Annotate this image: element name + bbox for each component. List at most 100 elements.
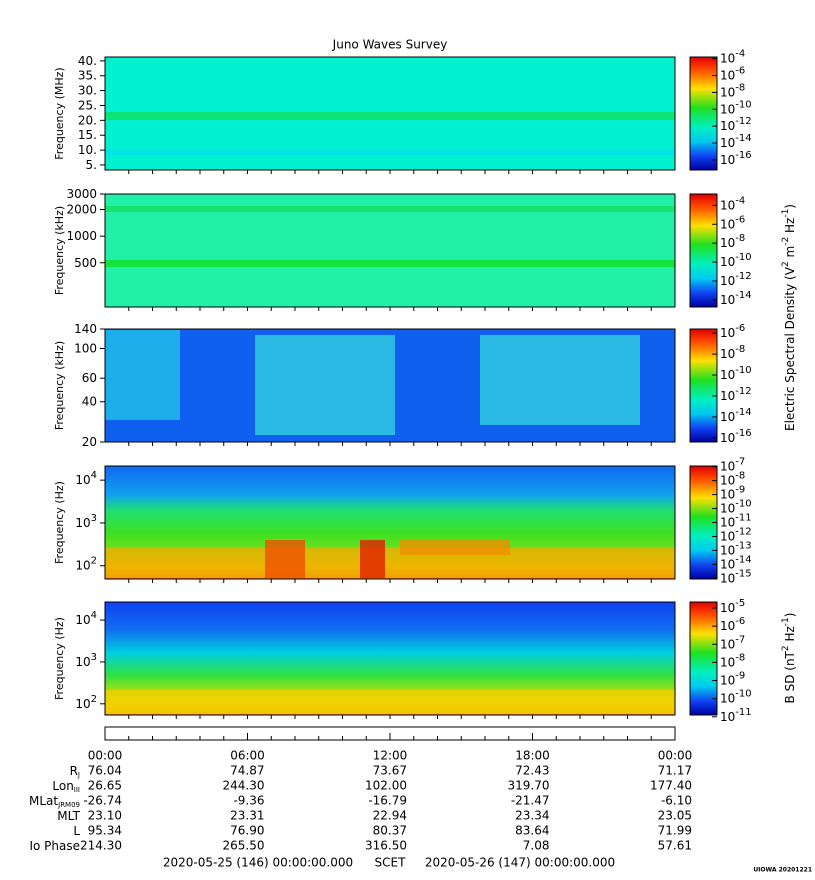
colorbar-tick-label: 10-14 (720, 290, 752, 307)
y-tick-label: 500 (74, 255, 97, 269)
y-axis-label: Frequency (MHz) (53, 67, 66, 159)
spectrogram-feature (255, 335, 395, 435)
time-tick-label: 00:00 (658, 749, 693, 763)
ephemeris-value: 74.87 (230, 764, 264, 778)
colorbar-tick-label: 10-7 (720, 457, 745, 474)
y-axis-label: Frequency (kHz) (53, 341, 66, 430)
colorbar-tick-label: 10-12 (720, 526, 752, 543)
ephemeris-value: 265.50 (223, 839, 265, 853)
y-tick-label: 40. (78, 53, 97, 67)
colorbar-tick-label: 10-8 (720, 82, 745, 99)
ephemeris-value: 244.30 (223, 779, 265, 793)
colorbar-tick-label: 10-8 (720, 233, 745, 250)
ephemeris-value: 316.50 (365, 839, 407, 853)
y-tick-label: 104 (75, 470, 97, 487)
colorbar-tick-label: 10-10 (720, 99, 752, 116)
colorbar-tick-label: 10-13 (720, 540, 752, 557)
title-part: ) (783, 204, 797, 209)
y-tick-label: 103 (75, 652, 97, 669)
ephemeris-value: -26.74 (83, 794, 122, 808)
row-label: RJ (70, 764, 80, 780)
y-tick-label: 30. (78, 83, 97, 97)
colorbar-tick-label: 10-14 (720, 407, 752, 424)
colorbar-tick-label: 10-10 (720, 499, 752, 516)
colorbar-title: B SD (nT2 Hz-1) (781, 613, 797, 704)
ephemeris-value: -21.47 (511, 794, 550, 808)
colorbar-tick-label: 10-6 (720, 616, 745, 633)
spectrogram-feature (105, 548, 675, 578)
title-part: -1 (781, 617, 791, 626)
colorbar (689, 56, 718, 171)
time-tick-label: 06:00 (230, 749, 265, 763)
colorbar-tick-label: 10-14 (720, 554, 752, 571)
title-part: 2 (781, 261, 791, 267)
ephemeris-value: 73.67 (373, 764, 407, 778)
stamp: UIOWA 20201221 (753, 867, 812, 874)
spectrogram-feature (105, 330, 180, 420)
row-label: LonIII (52, 779, 80, 795)
colorbar-tick-label: 10-15 (720, 568, 752, 585)
title-part: -2 (781, 237, 791, 246)
colorbar-tick-label: 10-10 (720, 365, 752, 382)
ephemeris-value: 22.94 (373, 809, 407, 823)
time-tick-label: 18:00 (515, 749, 550, 763)
title-part: Electric Spectral Density (V (783, 266, 797, 431)
ephemeris-value: 102.00 (365, 779, 407, 793)
title-part: Hz (783, 218, 797, 237)
row-label: L (73, 824, 80, 838)
colorbar (689, 193, 718, 308)
colorbar-tick-label: 10-9 (720, 671, 745, 688)
colorbar-tick-label: 10-7 (720, 634, 745, 651)
ephemeris-value: 177.40 (650, 779, 692, 793)
ephemeris-value: 23.05 (658, 809, 692, 823)
title-part: -1 (781, 209, 791, 218)
ephemeris-value: 214.30 (80, 839, 122, 853)
ephemeris-value: -16.79 (368, 794, 407, 808)
spectrogram (105, 194, 675, 307)
spectrogram-feature (360, 540, 385, 578)
spectrogram-feature (265, 540, 305, 578)
title-part: m (783, 246, 797, 262)
ephemeris-value: 76.90 (230, 824, 264, 838)
colorbar-tick-label: 10-16 (720, 150, 752, 167)
ephemeris-value: 71.99 (658, 824, 692, 838)
y-tick-label: 15. (78, 128, 97, 142)
colorbar-tick-label: 10-5 (720, 598, 745, 615)
ephemeris-value: 76.04 (88, 764, 122, 778)
title-part: Hz (783, 626, 797, 645)
colorbar (689, 601, 718, 716)
title-part: 2 (781, 645, 791, 651)
y-tick-label: 104 (75, 610, 97, 627)
y-tick-label: 40 (82, 394, 97, 408)
y-tick-label: 103 (75, 513, 97, 530)
spectrogram-feature (480, 335, 640, 425)
colorbar-tick-label: 10-16 (720, 428, 752, 445)
title: Juno Waves Survey (332, 38, 448, 52)
ephemeris-value: -9.36 (233, 794, 264, 808)
colorbar-title: Electric Spectral Density (V2 m-2 Hz-1) (781, 204, 797, 431)
colorbar-tick-label: 10-8 (720, 344, 745, 361)
y-tick-label: 1000 (66, 229, 97, 243)
colorbar-tick-label: 10-9 (720, 485, 745, 502)
ephemeris-value: -6.10 (661, 794, 692, 808)
colorbar-tick-label: 10-4 (720, 49, 745, 66)
colorbar-tick-label: 10-6 (720, 323, 745, 340)
ephemeris-value: 23.31 (230, 809, 264, 823)
row-label: MLT (57, 809, 80, 823)
row-label: MLatJRM09 (29, 794, 80, 810)
spectrogram-feature (105, 150, 675, 155)
row-label: Io Phase (29, 839, 80, 853)
colorbar-tick-label: 10-12 (720, 386, 752, 403)
spectrogram-feature (105, 690, 675, 714)
colorbar-tick-label: 10-8 (720, 471, 745, 488)
colorbar-tick-label: 10-14 (720, 133, 752, 150)
footer-scet: SCET (375, 856, 407, 870)
spectrogram-feature (105, 260, 675, 267)
colorbar-tick-label: 10-10 (720, 689, 752, 706)
ephemeris-value: 83.64 (515, 824, 549, 838)
ephemeris-value: 95.34 (88, 824, 122, 838)
spectrogram-feature (400, 540, 510, 555)
y-tick-label: 35. (78, 68, 97, 82)
y-tick-label: 5. (86, 157, 97, 171)
